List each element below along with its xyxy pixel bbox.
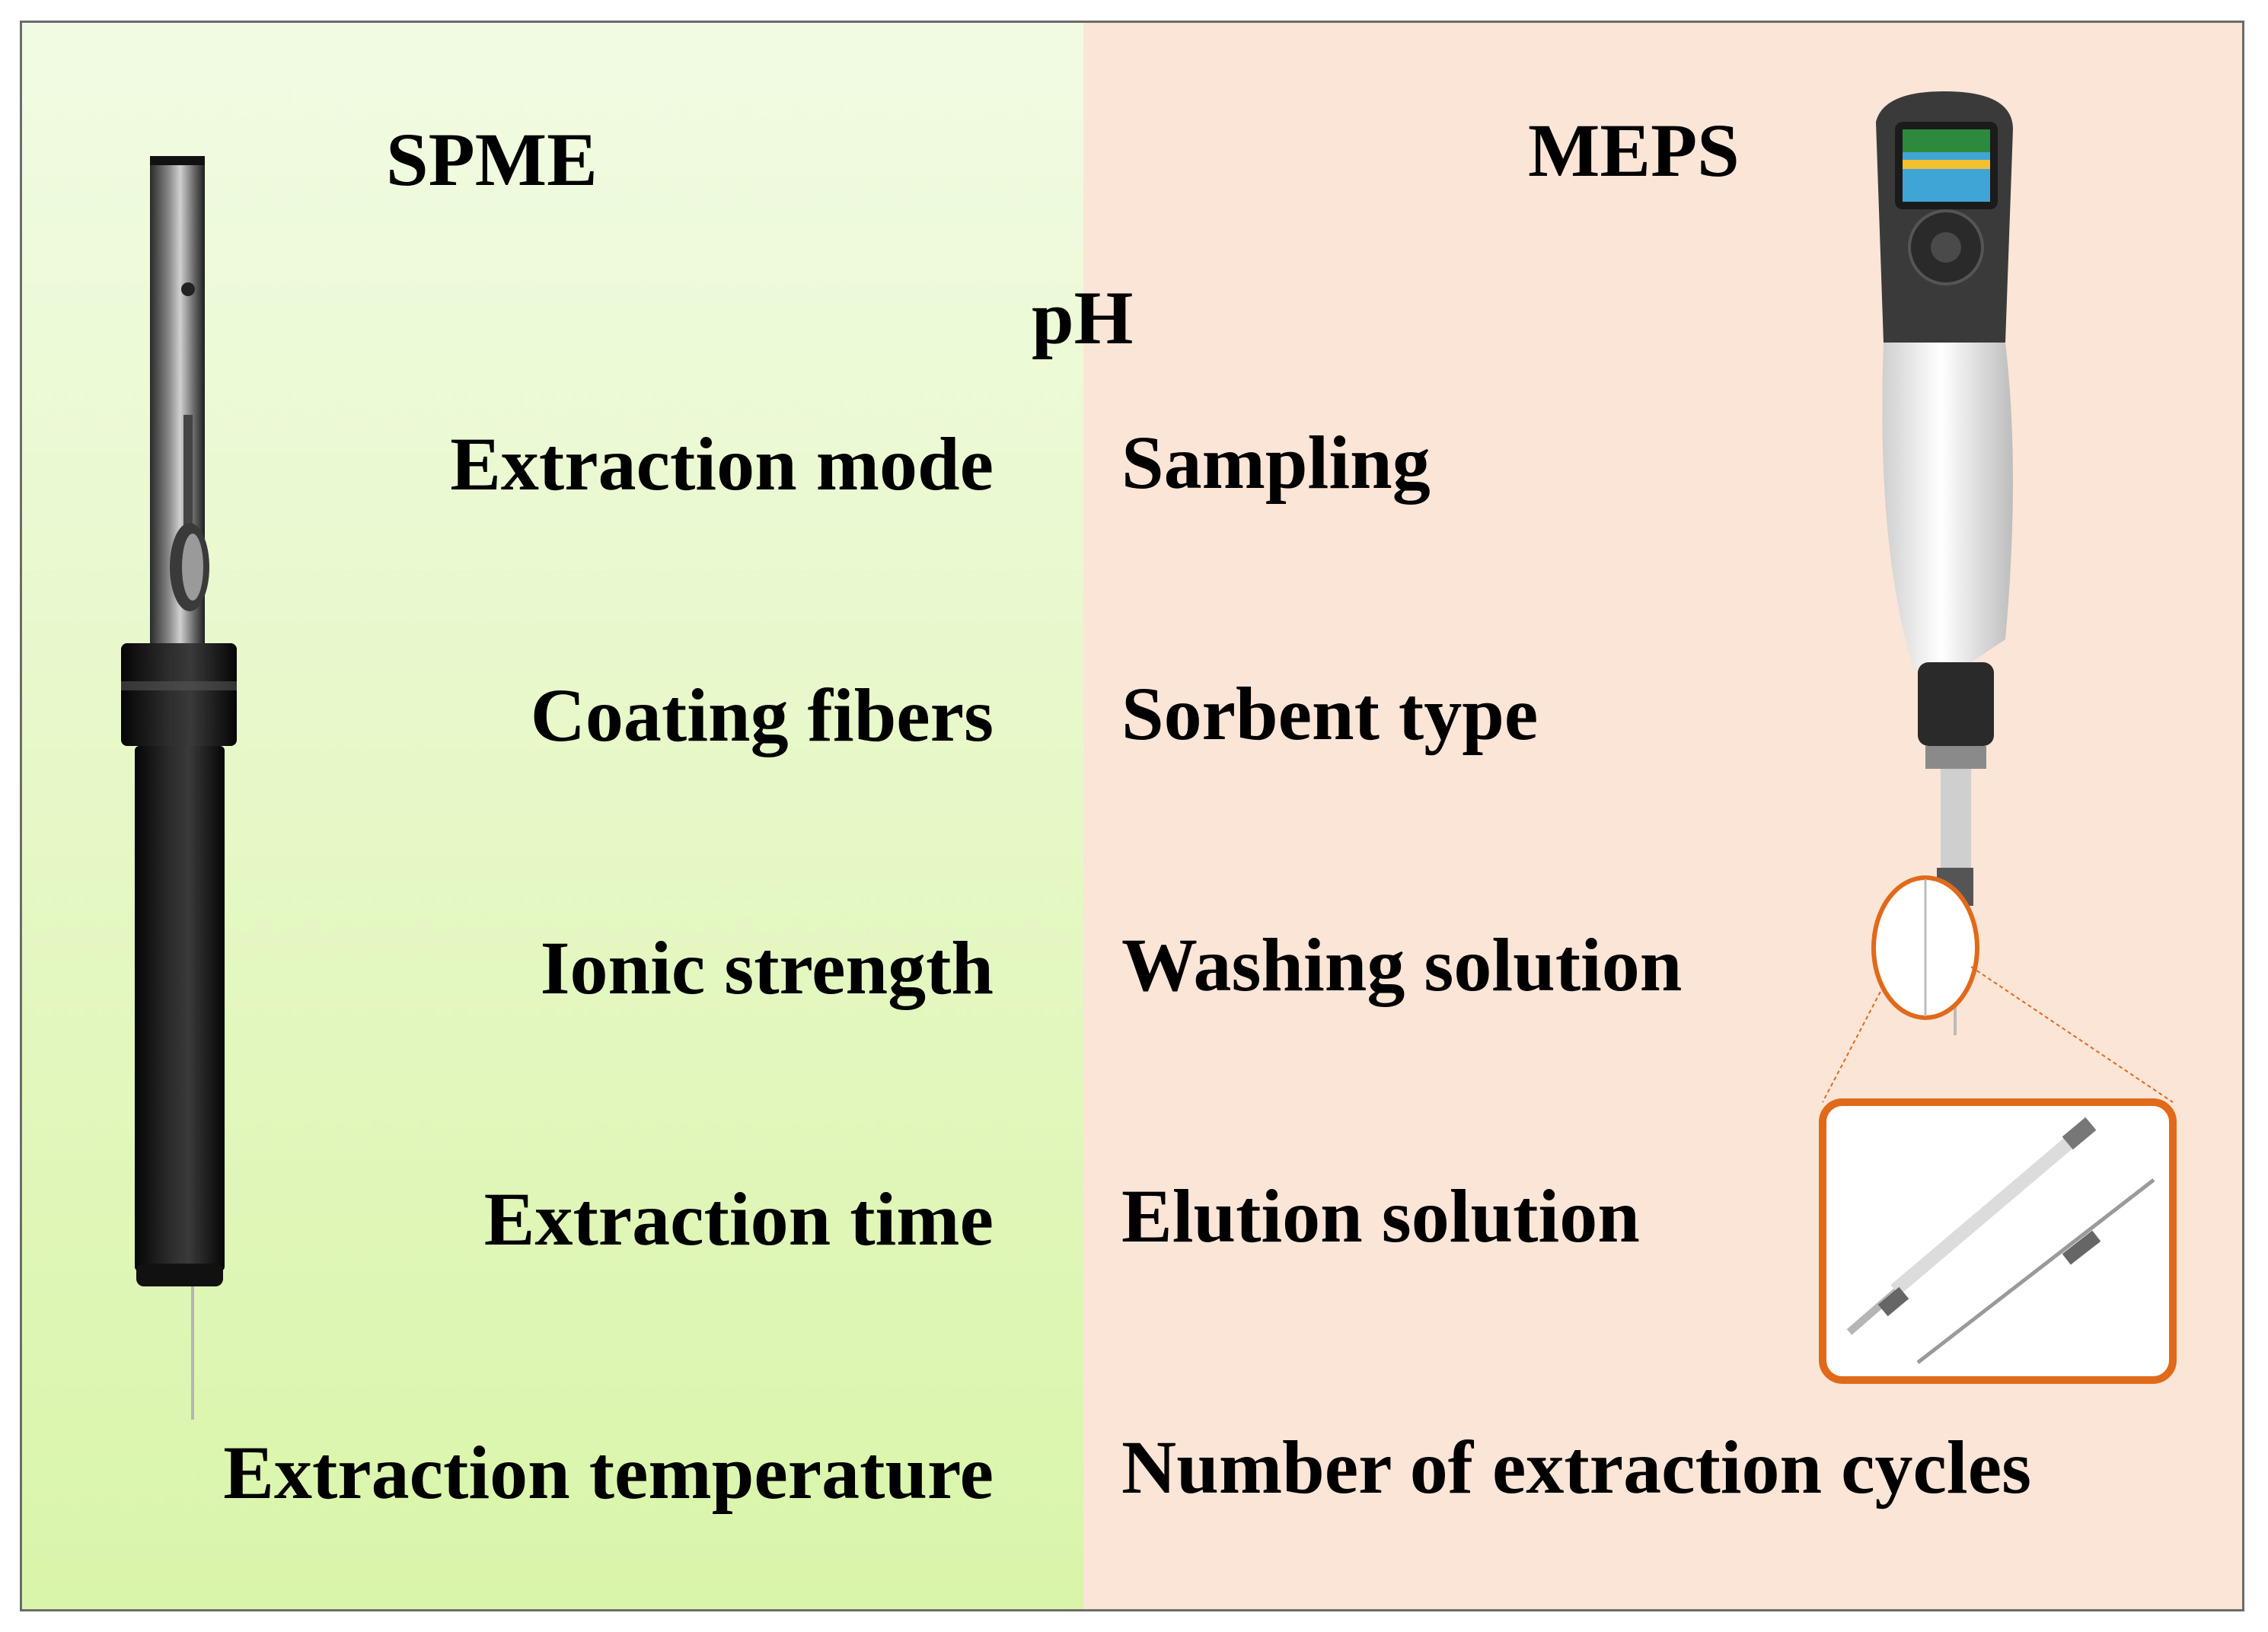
spme-parameter-extraction-time: Extraction time [483, 1177, 994, 1261]
spme-parameter-extraction-temperature: Extraction temperature [223, 1430, 994, 1515]
meps-parameter-elution-solution: Elution solution [1121, 1174, 1640, 1258]
spme-parameter-ionic-strength: Ionic strength [540, 926, 994, 1010]
meps-parameter-number-of-extraction-cycles: Number of extraction cycles [1121, 1425, 2032, 1509]
figure-frame: eVol SPME MEPS pH Extraction mode Coatin… [20, 21, 2244, 1611]
spme-fiber-holder-image [121, 156, 237, 1420]
spme-title: SPME [386, 117, 598, 202]
meps-parameter-sampling: Sampling [1121, 420, 1431, 505]
meps-parameter-washing-solution: Washing solution [1121, 923, 1683, 1007]
meps-evol-syringe-image: eVol [1876, 91, 2013, 1035]
spme-parameter-extraction-mode: Extraction mode [450, 422, 994, 506]
meps-needle-zoom-callout [1819, 875, 2177, 1384]
meps-parameter-sorbent-type: Sorbent type [1121, 671, 1539, 756]
shared-parameter-ph: pH [1032, 276, 1134, 360]
spme-parameter-coating-fibers: Coating fibers [530, 673, 994, 757]
meps-title: MEPS [1528, 108, 1740, 193]
